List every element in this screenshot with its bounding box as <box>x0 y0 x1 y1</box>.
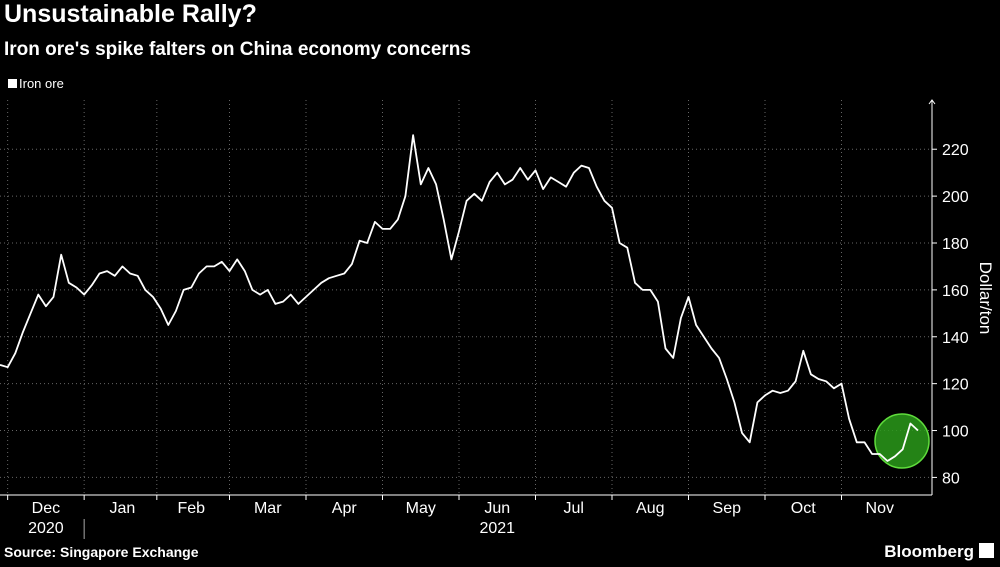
brand: Bloomberg <box>884 542 974 561</box>
y-axis-arrow <box>928 99 936 105</box>
source: Source: Singapore Exchange <box>4 544 199 560</box>
x-year-label: 2020 <box>28 520 64 537</box>
x-tick-label: May <box>406 500 436 517</box>
x-tick-label: Mar <box>254 500 282 517</box>
highlight-circle <box>874 413 930 469</box>
chart-title: Unsustainable Rally? <box>4 0 257 28</box>
x-tick-label: Jan <box>110 500 136 517</box>
x-tick-label: Nov <box>866 500 894 517</box>
x-tick-label: Sep <box>713 500 742 517</box>
chart-subtitle: Iron ore's spike falters on China econom… <box>4 39 471 60</box>
y-tick-label: 80 <box>942 470 960 487</box>
x-tick-label: Dec <box>32 500 60 517</box>
legend-label: Iron ore <box>19 76 64 91</box>
y-tick-label: 180 <box>942 236 969 253</box>
y-tick-label: 160 <box>942 283 969 300</box>
x-tick-label: Jun <box>484 500 510 517</box>
y-tick-label: 100 <box>942 424 969 441</box>
legend-swatch <box>8 79 17 88</box>
x-tick-label: Aug <box>636 500 664 517</box>
series-line <box>0 134 919 462</box>
x-tick-label: Oct <box>791 500 816 517</box>
y-tick-label: 220 <box>942 142 969 159</box>
y-axis-label: Dollar/ton <box>976 262 995 335</box>
x-tick-label: Jul <box>564 500 584 517</box>
x-tick-label: Feb <box>177 500 205 517</box>
x-tick-label: Apr <box>332 500 358 517</box>
y-tick-label: 200 <box>942 189 969 206</box>
y-tick-label: 120 <box>942 377 969 394</box>
x-year-label: 2021 <box>479 520 515 537</box>
y-tick-label: 140 <box>942 330 969 347</box>
brand-icon <box>979 543 994 558</box>
